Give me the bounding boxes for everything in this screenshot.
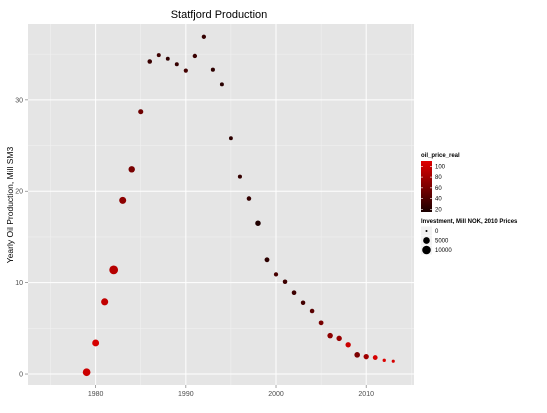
chart-title: Statfjord Production: [171, 9, 268, 21]
data-point: [101, 298, 109, 306]
data-point: [147, 59, 153, 64]
color-legend-title: oil_price_real: [421, 153, 460, 159]
x-tick-label: 1980: [88, 391, 104, 398]
data-point: [391, 359, 395, 363]
data-point: [291, 290, 297, 296]
data-point: [219, 82, 224, 87]
color-legend-tick-label: 80: [435, 175, 442, 181]
color-legend-tick-label: 60: [435, 186, 442, 192]
y-tick-label: 10: [15, 280, 23, 287]
data-point: [192, 53, 198, 59]
data-point: [119, 196, 127, 204]
color-legend-bar: [421, 161, 432, 212]
data-point: [327, 332, 333, 339]
color-legend-tick-label: 20: [435, 207, 442, 213]
data-point: [201, 34, 207, 39]
data-point: [246, 196, 252, 201]
size-legend-label: 10000: [435, 248, 452, 254]
color-legend: oil_price_real 20 40 60 80 100: [421, 153, 460, 213]
data-point: [273, 272, 279, 277]
size-legend-label: 0: [435, 229, 439, 235]
y-axis-ticks: 0 10 20 30: [15, 97, 28, 379]
data-point: [82, 368, 91, 377]
data-points: [82, 34, 395, 377]
color-legend-ticks: 20 40 60 80 100: [421, 164, 446, 213]
data-point: [354, 352, 360, 358]
data-point: [92, 339, 100, 347]
data-point: [138, 109, 144, 115]
data-point: [345, 342, 351, 348]
plot-panel: [28, 24, 414, 385]
data-point: [363, 354, 369, 360]
size-legend-title: Investment, Mill NOK, 2010 Prices: [421, 219, 518, 225]
data-point: [372, 355, 378, 360]
data-point: [255, 220, 261, 226]
x-tick-label: 2010: [358, 391, 374, 398]
x-tick-label: 2000: [268, 391, 284, 398]
data-point: [165, 56, 170, 61]
size-legend-key-dot: [425, 230, 428, 232]
color-legend-tick-label: 100: [435, 164, 446, 170]
size-legend-key-dot: [422, 245, 431, 255]
size-legend: Investment, Mill NOK, 2010 Prices 0 5000 1…: [421, 219, 518, 255]
data-point: [309, 308, 315, 314]
data-point: [336, 335, 342, 342]
y-axis-title: Yearly Oil Production, Mill SM3: [5, 147, 15, 264]
data-point: [109, 265, 119, 275]
size-legend-label: 5000: [435, 239, 449, 245]
size-legend-items: 0 5000 10000: [421, 226, 452, 255]
x-tick-label: 1990: [178, 391, 194, 398]
data-point: [318, 320, 324, 326]
data-point: [264, 257, 270, 263]
size-legend-key-dot: [423, 237, 430, 244]
y-tick-label: 20: [15, 189, 23, 196]
data-point: [300, 300, 306, 305]
x-axis-ticks: 1980 1990 2000 2010: [88, 385, 374, 398]
color-legend-tick-label: 40: [435, 197, 442, 203]
data-point: [174, 62, 179, 67]
data-point: [382, 358, 386, 362]
data-point: [183, 68, 188, 73]
y-tick-label: 30: [15, 97, 23, 104]
data-point: [156, 53, 161, 58]
data-point: [282, 279, 288, 285]
y-tick-label: 0: [19, 372, 23, 379]
data-point: [128, 166, 135, 173]
data-point: [210, 67, 215, 72]
minor-gridlines: [28, 24, 414, 385]
major-gridlines: [28, 24, 414, 385]
data-point: [228, 136, 233, 141]
data-point: [237, 174, 242, 179]
